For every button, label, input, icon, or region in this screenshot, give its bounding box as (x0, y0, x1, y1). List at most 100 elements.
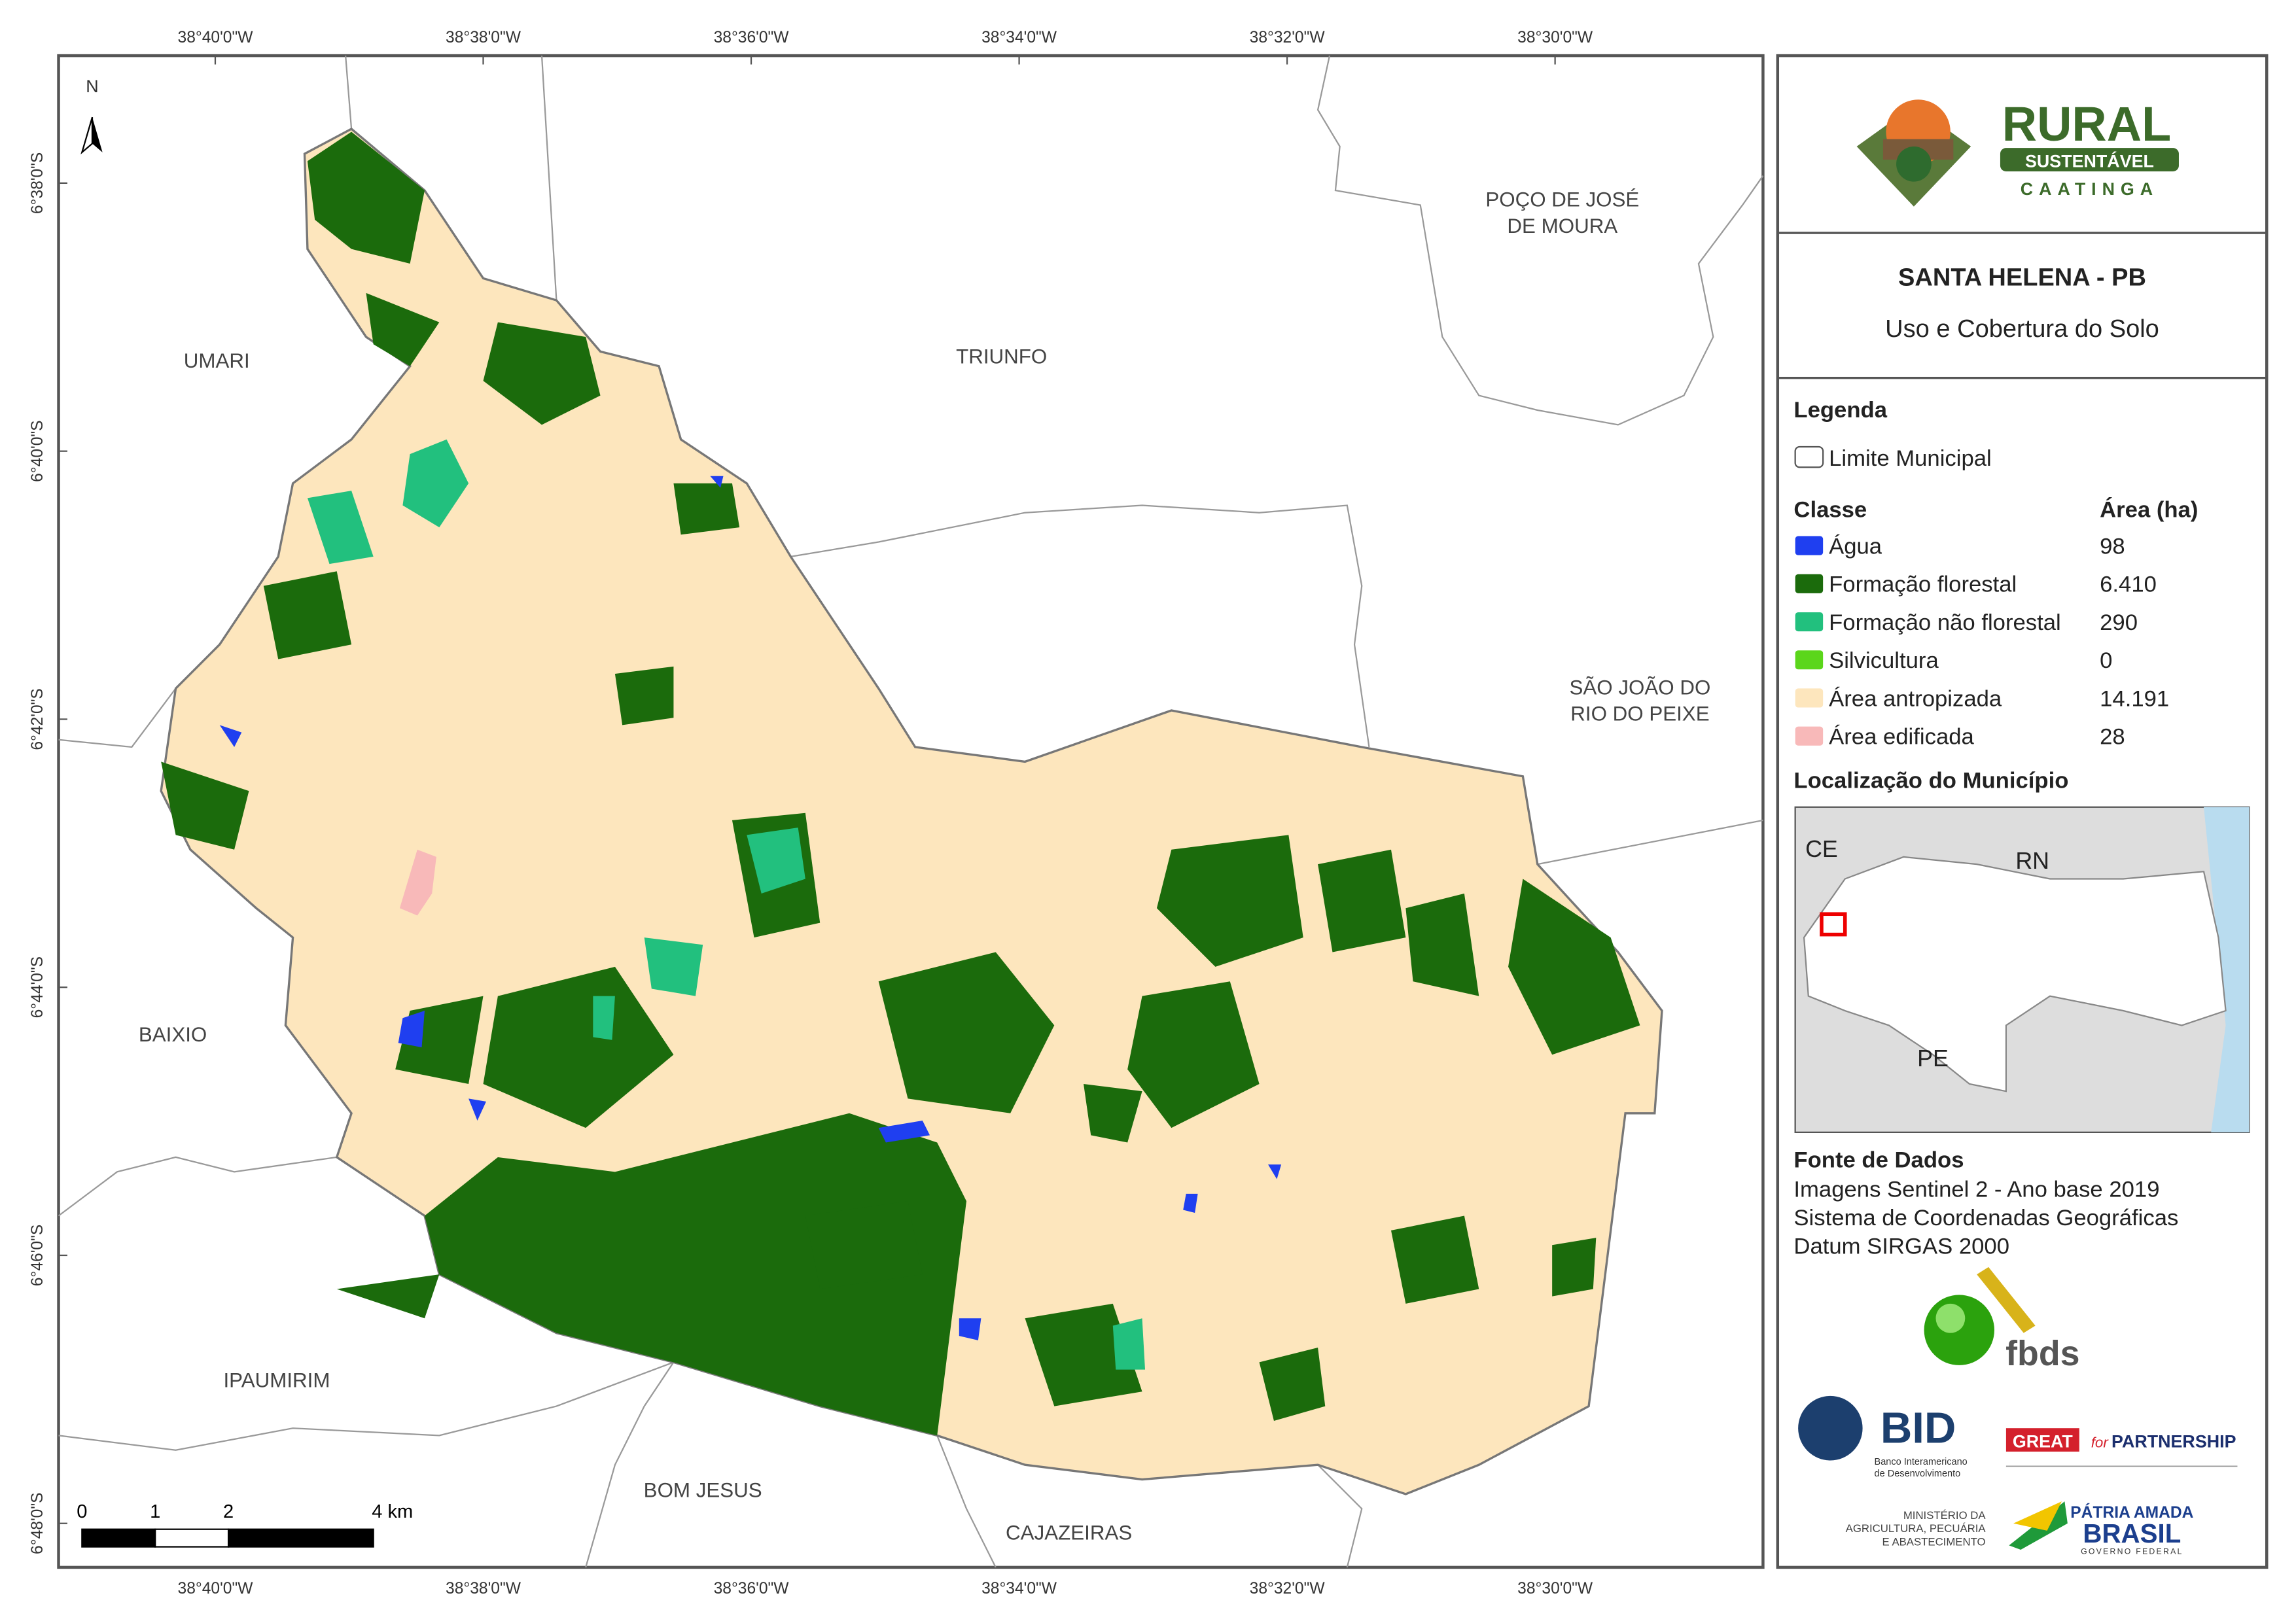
location-heading: Localização do Município (1793, 769, 2068, 794)
great-text: GREAT (2013, 1431, 2074, 1451)
place-label: UMARI (184, 349, 250, 372)
partnership-text: PARTNERSHIP (2111, 1431, 2236, 1451)
legend-class: Formação não florestal (1829, 610, 2061, 635)
logo-band: SUSTENTÁVEL (2025, 150, 2154, 171)
north-label: N (86, 77, 98, 96)
longitude-label: 38°34'0"W (981, 29, 1057, 46)
legend-class: Área edificada (1829, 724, 1974, 749)
legend-swatch (1795, 688, 1824, 708)
ministry-line: MINISTÉRIO DA (1903, 1509, 1987, 1522)
legend-class: Silvicultura (1829, 648, 1939, 673)
source-line: Sistema de Coordenadas Geográficas (1793, 1206, 2178, 1230)
class-header: Classe (1793, 497, 1867, 522)
legend-swatch (1795, 612, 1824, 632)
location-inset (1794, 806, 2250, 1133)
scale-label: 4 km (372, 1501, 413, 1522)
coordinate-labels: 38°40'0"W 38°40'0"W 38°38'0"W 38°38'0"W 38°3… (29, 29, 1593, 1597)
non-forest-patches (307, 439, 1146, 1370)
brasil-top: PÁTRIA AMADA (2070, 1503, 2193, 1522)
place-label: CAJAZEIRAS (1006, 1521, 1132, 1544)
longitude-label: 38°34'0"W (981, 1580, 1057, 1597)
fbds-logo: fbds (1924, 1266, 2080, 1373)
scale-labels: 0 1 2 4 km (77, 1501, 413, 1522)
latitude-label: 6°38'0"S (29, 152, 46, 214)
legend-classes: Água 98 Formação florestal 6.410 Formação nã… (1795, 533, 2169, 750)
longitude-label: 38°30'0"W (1517, 1580, 1593, 1597)
ministry-line: AGRICULTURA, PECUÁRIA (1846, 1522, 1987, 1535)
longitude-label: 38°32'0"W (1250, 29, 1326, 46)
side-panel: RURAL SUSTENTÁVEL CAATINGA SANTA HELENA … (1776, 54, 2269, 1569)
for-text: for (2091, 1434, 2110, 1450)
inset-label: RN (2015, 848, 2049, 874)
place-labels: UMARI TRIUNFO POÇO DE JOSÉ DE MOURA SÃO JOÃO… (139, 188, 1710, 1544)
legend-class: Água (1829, 533, 1882, 559)
scale-bar (81, 1528, 374, 1548)
brasil-logo: PÁTRIA AMADA BRASIL GOVERNO FEDERAL (2009, 1501, 2194, 1556)
water-patches (219, 476, 1282, 1340)
place-label: DE MOURA (1507, 215, 1617, 237)
inset-labels: CE RN PE (1805, 836, 2049, 1072)
legend-swatch (1795, 574, 1824, 593)
longitude-label: 38°40'0"W (178, 29, 254, 46)
legend-heading: Legenda (1793, 398, 1887, 423)
scale-label: 0 (77, 1501, 87, 1522)
scale-label: 1 (150, 1501, 160, 1522)
scale-label: 2 (223, 1501, 234, 1522)
boundary-swatch (1794, 445, 1824, 468)
longitude-label: 38°30'0"W (1517, 29, 1593, 46)
latitude-label: 6°42'0"S (29, 688, 46, 750)
longitude-label: 38°32'0"W (1250, 1580, 1326, 1597)
area-header: Área (ha) (2100, 496, 2198, 522)
place-label: BAIXIO (139, 1023, 207, 1046)
longitude-label: 38°36'0"W (714, 1580, 790, 1597)
legend-area: 98 (2100, 534, 2125, 559)
map-subtitle: Uso e Cobertura do Solo (1885, 315, 2159, 343)
place-label: TRIUNFO (956, 345, 1047, 368)
north-arrow: N (80, 77, 103, 155)
built-area (399, 849, 436, 916)
bid-text: BID (1881, 1404, 1956, 1453)
legend-area: 14.191 (2100, 686, 2169, 711)
inset-label: CE (1805, 836, 1838, 862)
ministry-line: E ABASTECIMENTO (1882, 1535, 1986, 1548)
latitude-label: 6°46'0"S (29, 1225, 46, 1286)
place-label: BOM JESUS (644, 1478, 762, 1501)
latitude-label: 6°40'0"S (29, 420, 46, 481)
legend-area: 0 (2100, 648, 2112, 673)
great-logo: GREAT for PARTNERSHIP (2005, 1428, 2238, 1467)
bid-line: de Desenvolvimento (1874, 1469, 1960, 1479)
place-label: IPAUMIRIM (223, 1369, 330, 1391)
brasil-text: BRASIL (2083, 1519, 2181, 1548)
sources-heading: Fonte de Dados (1793, 1148, 1964, 1173)
place-label: RIO DO PEIXE (1570, 703, 1709, 725)
brasil-sub: GOVERNO FEDERAL (2081, 1547, 2183, 1556)
forest-patches (161, 131, 1640, 1436)
legend-area: 290 (2100, 610, 2138, 635)
place-label: SÃO JOÃO DO (1570, 676, 1711, 699)
inset-label: PE (1917, 1045, 1949, 1072)
legend-swatch (1795, 650, 1824, 670)
latitude-label: 6°48'0"S (29, 1493, 46, 1554)
fbds-text: fbds (2005, 1334, 2079, 1373)
logo-region: CAATINGA (2021, 179, 2159, 199)
source-line: Datum SIRGAS 2000 (1793, 1234, 2009, 1259)
place-label: POÇO DE JOSÉ (1485, 188, 1639, 211)
legend-area: 28 (2100, 724, 2125, 749)
sources: Imagens Sentinel 2 - Ano base 2019 Sistem… (1793, 1177, 2178, 1259)
longitude-label: 38°40'0"W (178, 1580, 254, 1597)
longitude-label: 38°38'0"W (446, 1580, 521, 1597)
rural-logo: RURAL SUSTENTÁVEL CAATINGA (1856, 97, 2179, 207)
municipal-boundary (160, 128, 1663, 1495)
bid-line: Banco Interamericano (1874, 1457, 1967, 1467)
neighbor-boundaries (58, 55, 1764, 1568)
latitude-label: 6°44'0"S (29, 956, 46, 1018)
legend-area: 6.410 (2100, 572, 2157, 597)
bid-logo: BID Banco Interamericano de Desenvolvime… (1798, 1395, 1968, 1479)
legend-class: Formação florestal (1829, 572, 2017, 597)
legend-swatch (1795, 536, 1824, 555)
legend-boundary: Limite Municipal (1829, 446, 1992, 471)
map-title: SANTA HELENA - PB (1898, 264, 2146, 292)
longitude-label: 38°38'0"W (446, 29, 521, 46)
